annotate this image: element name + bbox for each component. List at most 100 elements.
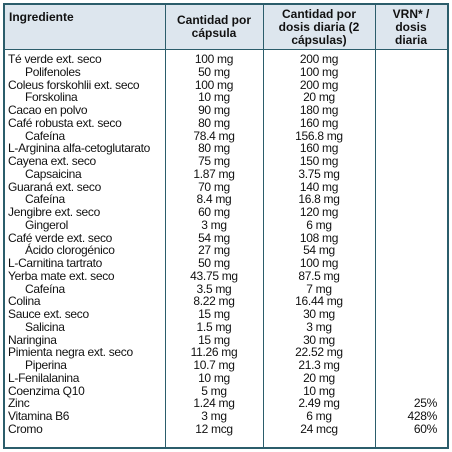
amount-cell: 7 mg — [306, 281, 332, 296]
header-cell: Cantidad por cápsula — [177, 13, 251, 40]
ingredient-cell: Zinc — [8, 396, 30, 411]
ingredient-cell: Yerba mate ext. seco — [8, 268, 115, 283]
amount-cell: 54 mg — [198, 230, 230, 245]
amount-cell: 140 mg — [299, 179, 339, 194]
ingredient-cell: Cafeína — [25, 192, 65, 207]
amount-cell: 160 mg — [299, 141, 339, 156]
amount-cell: 2.49 mg — [298, 396, 340, 411]
amount-cell: 70 mg — [198, 179, 230, 194]
table-header: Ingrediente Cantidad por cápsula Cantidad … — [5, 5, 447, 50]
header-cell: VRN* / dosis diaria — [392, 6, 430, 47]
amount-cell: 12 mcg — [195, 421, 233, 436]
amount-cell: 180 mg — [299, 103, 339, 117]
amount-cell: 100 mg — [299, 64, 339, 79]
amount-cell: 30 mg — [303, 307, 335, 321]
amount-cell: 21.3 mg — [298, 358, 340, 372]
ingredient-cell: Vitamina B6 — [8, 409, 70, 423]
amount-cell: 10.7 mg — [193, 358, 235, 372]
amount-cell: 6 mg — [306, 409, 332, 423]
table: Ingrediente Cantidad por cápsula Cantidad … — [3, 3, 449, 449]
ingredient-cell: Cacao en polvo — [8, 103, 88, 117]
amount-cell: 20 mg — [303, 370, 335, 385]
amount-cell: 20 mg — [303, 90, 335, 105]
amount-cell: 200 mg — [299, 77, 339, 92]
ingredient-cell: Cromo — [8, 421, 43, 436]
vrn-cell: 25% — [413, 396, 437, 411]
ingredient-cell: Naringina — [8, 332, 57, 347]
header-cell: Ingrediente — [9, 10, 74, 24]
amount-cell: 60 mg — [198, 205, 230, 219]
ingredient-cell: Sauce ext. seco — [8, 307, 89, 321]
amount-cell: 156.8 mg — [295, 128, 343, 143]
amount-cell: 1.5 mg — [196, 319, 232, 334]
amount-cell: 100 mg — [194, 52, 234, 66]
amount-cell: 1.87 mg — [193, 166, 235, 181]
amount-cell: 90 mg — [198, 103, 230, 117]
amount-cell: 3 mg — [306, 319, 332, 334]
amount-cell: 160 mg — [299, 115, 339, 130]
amount-cell: 80 mg — [198, 141, 230, 156]
amount-cell: 5 mg — [201, 383, 227, 398]
amount-cell: 87.5 mg — [298, 268, 340, 283]
header-cell: Cantidad por dosis diaria (2 cápsulas) — [278, 6, 360, 47]
amount-cell: 43.75 mg — [190, 268, 238, 283]
ingredient-cell: L-Carnitina tartrato — [8, 256, 103, 270]
amount-cell: 15 mg — [198, 307, 230, 321]
amount-cell: 8.4 mg — [196, 192, 232, 207]
amount-cell: 100 mg — [299, 256, 339, 270]
amount-cell: 75 mg — [198, 154, 230, 168]
amount-cell: 80 mg — [198, 115, 230, 130]
ingredient-cell: Té verde ext. seco — [8, 52, 102, 66]
amount-cell: 8.22 mg — [193, 294, 235, 309]
ingredient-cell: Gingerol — [25, 217, 68, 232]
amount-cell: 15 mg — [198, 332, 230, 347]
ingredient-cell: Cafeína — [25, 281, 65, 296]
amount-cell: 3 mg — [201, 409, 227, 423]
vrn-cell: 428% — [407, 409, 438, 423]
amount-cell: 24 mcg — [300, 421, 338, 436]
ingredient-cell: Jengibre ext. seco — [8, 205, 100, 219]
amount-cell: 50 mg — [198, 64, 230, 79]
amount-cell: 3.75 mg — [298, 166, 340, 181]
amount-cell: 120 mg — [299, 205, 339, 219]
ingredient-cell: Cafeína — [25, 128, 65, 143]
amount-cell: 100 mg — [194, 77, 234, 92]
ingredient-cell: Forskolina — [25, 90, 78, 105]
ingredient-cell: Colina — [8, 294, 41, 309]
ingredient-cell: Café verde ext. seco — [8, 230, 113, 245]
ingredient-cell: Capsaicina — [25, 166, 82, 181]
amount-cell: 10 mg — [198, 370, 230, 385]
ingredient-cell: Coleus forskohlii ext. seco — [8, 77, 140, 92]
ingredient-cell: Polifenoles — [25, 64, 81, 79]
amount-cell: 10 mg — [303, 383, 335, 398]
amount-cell: 3.5 mg — [196, 281, 232, 296]
ingredient-cell: Piperina — [25, 358, 67, 372]
ingredient-cell: Pimienta negra ext. seco — [8, 345, 133, 360]
column-divider — [263, 5, 264, 447]
amount-cell: 22.52 mg — [295, 345, 343, 360]
amount-cell: 30 mg — [303, 332, 335, 347]
ingredient-cell: Guaraná ext. seco — [8, 179, 101, 194]
column-divider — [165, 5, 166, 447]
amount-cell: 54 mg — [303, 243, 335, 258]
amount-cell: 150 mg — [299, 154, 339, 168]
amount-cell: 16.8 mg — [298, 192, 340, 207]
ingredient-cell: Ácido clorogénico — [25, 243, 115, 258]
ingredient-cell: Coenzima Q10 — [8, 383, 85, 398]
amount-cell: 1.24 mg — [193, 396, 235, 411]
amount-cell: 27 mg — [198, 243, 230, 258]
ingredient-cell: L-Arginina alfa-cetoglutarato — [8, 141, 151, 156]
column-divider — [375, 5, 376, 447]
vrn-cell: 60% — [413, 421, 437, 436]
amount-cell: 16.44 mg — [295, 294, 343, 309]
amount-cell: 11.26 mg — [190, 345, 238, 360]
amount-cell: 10 mg — [198, 90, 230, 105]
amount-cell: 3 mg — [201, 217, 227, 232]
amount-cell: 50 mg — [198, 256, 230, 270]
ingredient-cell: Café robusta ext. seco — [8, 115, 122, 130]
amount-cell: 200 mg — [299, 52, 339, 66]
amount-cell: 6 mg — [306, 217, 332, 232]
ingredient-cell: Cayena ext. seco — [8, 154, 96, 168]
ingredient-cell: Salicina — [25, 319, 65, 334]
